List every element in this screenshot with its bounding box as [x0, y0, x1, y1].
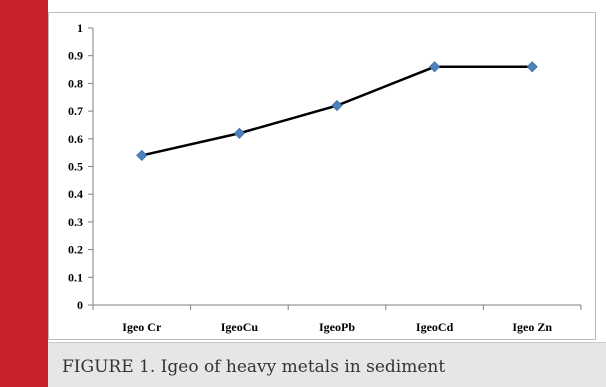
caption-text: FIGURE 1. Igeo of heavy metals in sedime…	[62, 357, 446, 377]
side-accent-bar	[0, 0, 48, 387]
data-point-marker	[233, 127, 245, 139]
y-tick-label: 0.8	[68, 76, 83, 90]
data-point-marker	[526, 61, 538, 73]
chart-area: 0 0.1 0.2 0.3 0.4 0.5 0.6 0.7 0.8 0.9 1 Igeo Cr Igeo…	[48, 12, 596, 340]
x-tick-label: IgeoCd	[416, 320, 454, 334]
y-tick-label: 0.6	[68, 132, 83, 146]
data-point-marker	[331, 99, 343, 112]
data-point-marker	[136, 149, 148, 161]
y-tick-label: 0.4	[68, 187, 83, 201]
figure-caption: FIGURE 1. Igeo of heavy metals in sedime…	[48, 342, 606, 387]
y-tick-label: 1	[77, 21, 83, 35]
y-tick-label: 0.5	[68, 160, 83, 174]
y-tick-label: 0.2	[68, 243, 83, 257]
x-tick-label: Igeo Cr	[122, 320, 162, 334]
y-tick-label: 0.1	[68, 270, 83, 284]
x-tick-label: Igeo Zn	[512, 320, 552, 334]
y-tick-label: 0	[77, 298, 83, 312]
x-tick-label: IgeoCu	[221, 320, 259, 334]
line-chart: 0 0.1 0.2 0.3 0.4 0.5 0.6 0.7 0.8 0.9 1 Igeo Cr Igeo…	[68, 21, 582, 334]
y-tick-label: 0.7	[68, 104, 83, 118]
x-tick-label: IgeoPb	[319, 320, 355, 334]
data-point-marker	[429, 61, 441, 73]
y-tick-label: 0.9	[68, 49, 83, 63]
y-tick-label: 0.3	[68, 215, 83, 229]
